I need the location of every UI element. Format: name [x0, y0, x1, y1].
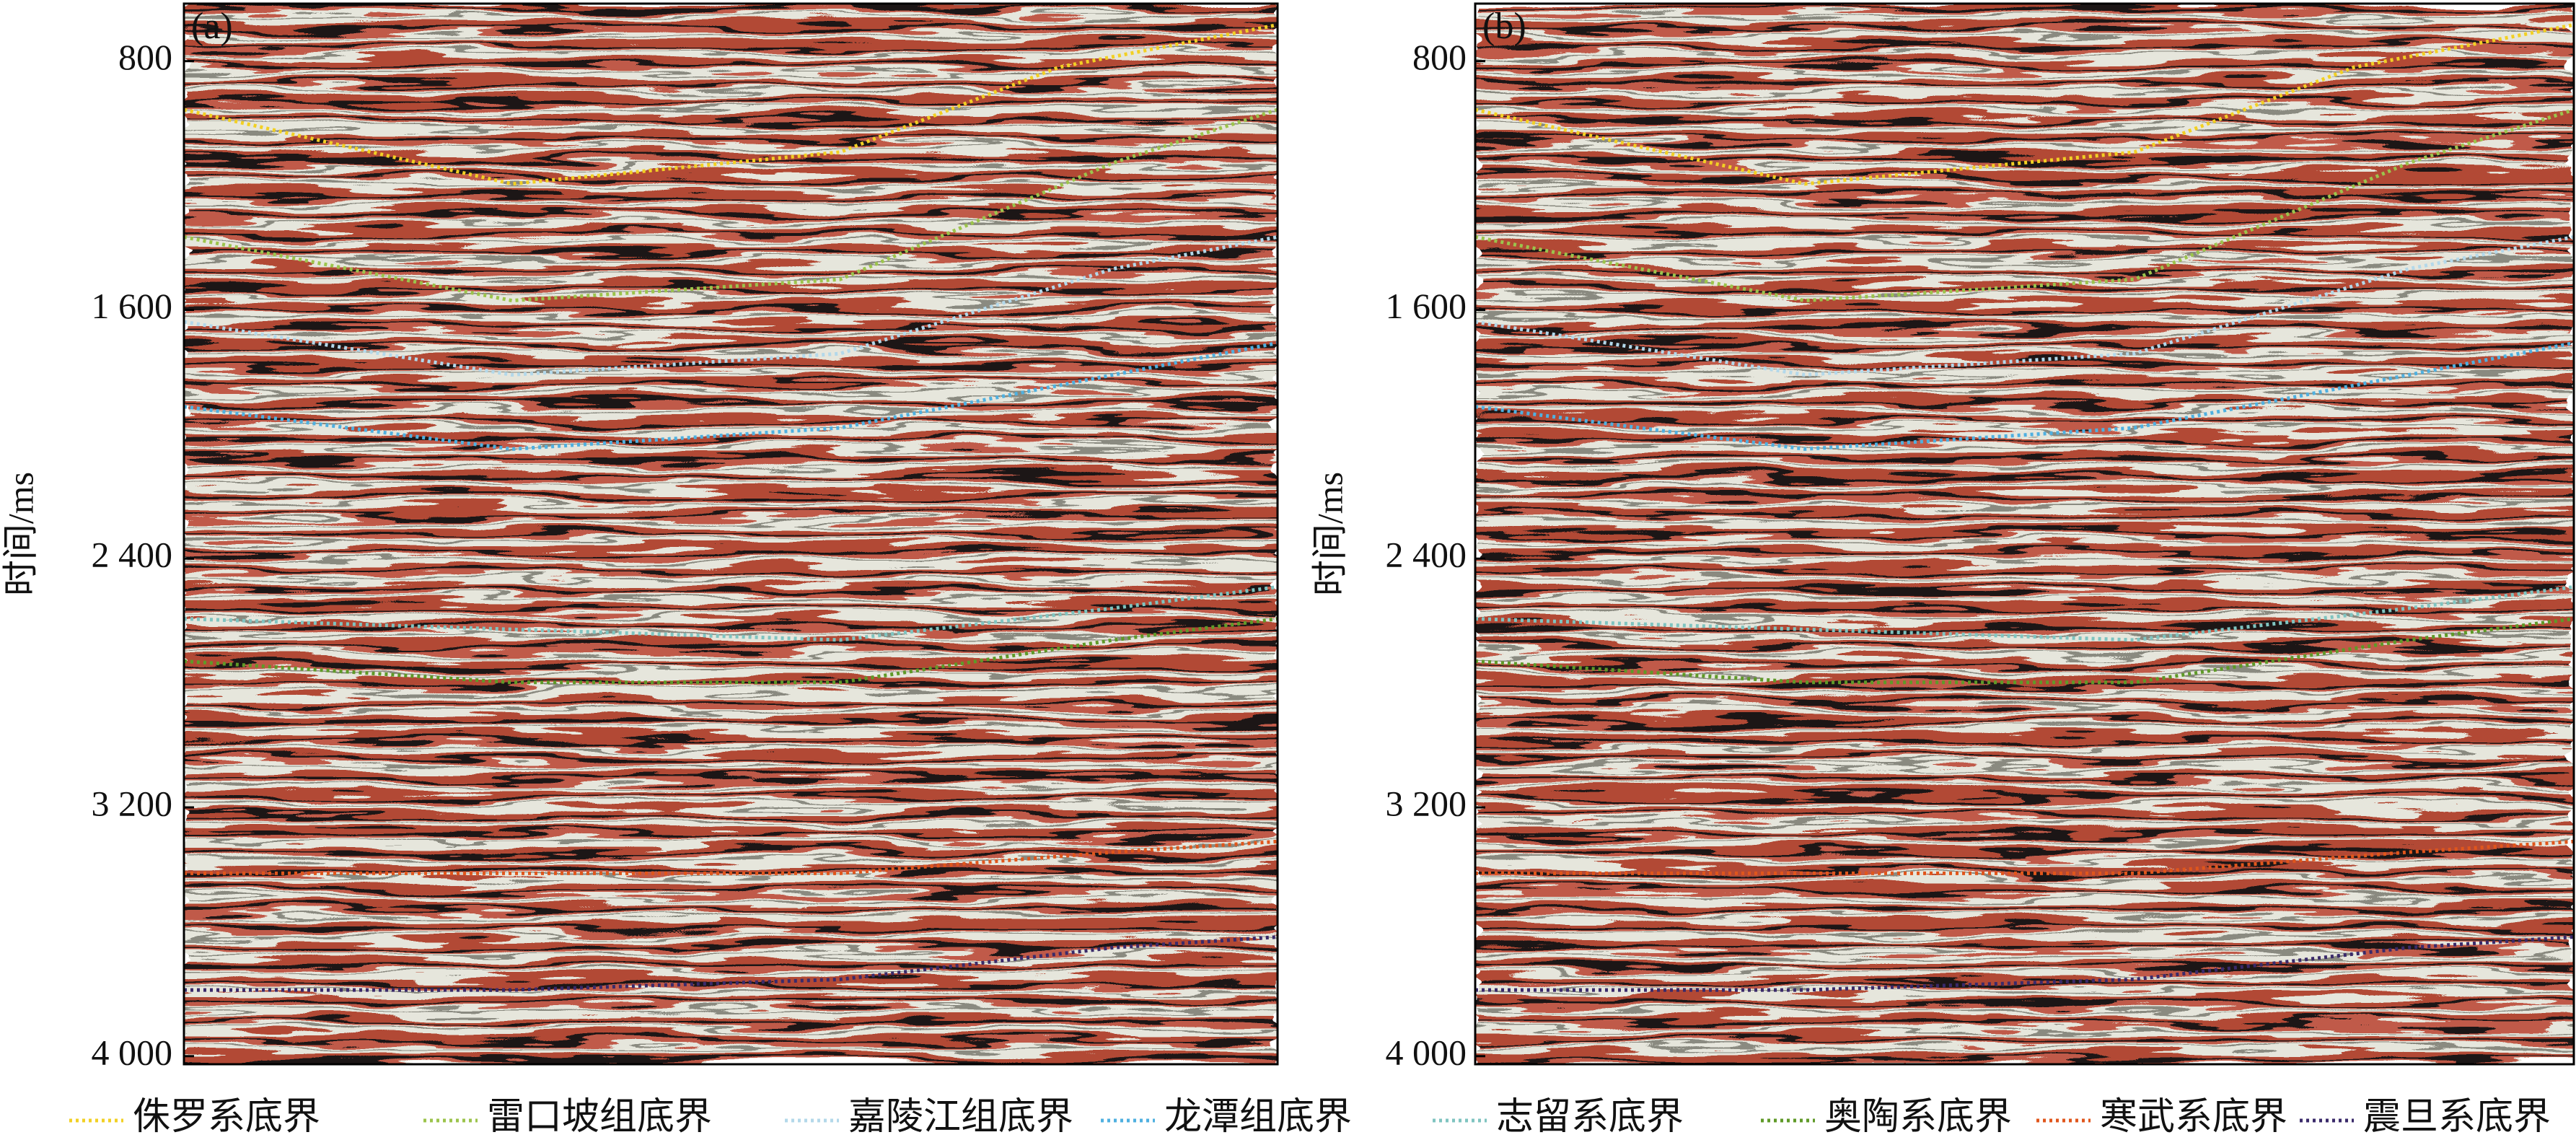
horizon — [1474, 234, 2575, 377]
panel: (a) 800 1 600 2 400 3 200 4 000 时间/ms — [0, 2, 1279, 1072]
horizon — [183, 341, 1278, 451]
horizon — [1474, 22, 2575, 186]
horizon — [184, 839, 1278, 875]
horizon — [183, 234, 1278, 377]
y-tick-label: 3 200 — [1386, 783, 1467, 823]
y-tick-label: 800 — [1412, 37, 1467, 77]
legend-label: 志留系底界 — [1496, 1097, 1684, 1138]
panel-frame — [183, 2, 1279, 1066]
horizon — [183, 108, 1278, 303]
panel-label: (a) — [191, 6, 233, 47]
horizon — [183, 617, 1278, 685]
horizon — [1474, 341, 2575, 451]
panel-frame — [1474, 2, 2575, 1066]
legend-label: 寒武系底界 — [2100, 1097, 2287, 1138]
legend-label: 嘉陵江组底界 — [848, 1097, 1073, 1138]
y-axis-label: 时间/ms — [1309, 472, 1350, 596]
legend-label: 雷口坡组底界 — [487, 1097, 712, 1138]
y-tick-label: 1 600 — [1386, 286, 1467, 326]
horizon — [184, 935, 1278, 992]
y-tick-label: 4 000 — [1386, 1032, 1467, 1072]
legend-label: 侏罗系底界 — [133, 1097, 320, 1138]
y-tick-label: 4 000 — [92, 1032, 173, 1072]
panel-label: (b) — [1482, 6, 1526, 47]
y-tick-label: 1 600 — [92, 286, 173, 326]
y-axis-label: 时间/ms — [0, 472, 40, 596]
legend-label: 奥陶系底界 — [1824, 1097, 2012, 1138]
horizon — [1475, 839, 2575, 875]
legend-label: 震旦系底界 — [2363, 1097, 2551, 1138]
seismic-section — [184, 4, 1278, 1064]
horizon — [183, 585, 1278, 642]
horizon — [1474, 108, 2575, 303]
y-tick-label: 2 400 — [92, 535, 173, 575]
y-tick-label: 800 — [118, 37, 172, 77]
horizon — [183, 22, 1278, 186]
y-tick-label: 3 200 — [92, 783, 173, 823]
seismic-section — [1475, 4, 2574, 1064]
panel: (b) 800 1 600 2 400 3 200 4 000 时间/ms — [1309, 2, 2575, 1072]
legend-label: 龙潭组底界 — [1164, 1097, 1352, 1138]
y-tick-label: 2 400 — [1386, 535, 1467, 575]
